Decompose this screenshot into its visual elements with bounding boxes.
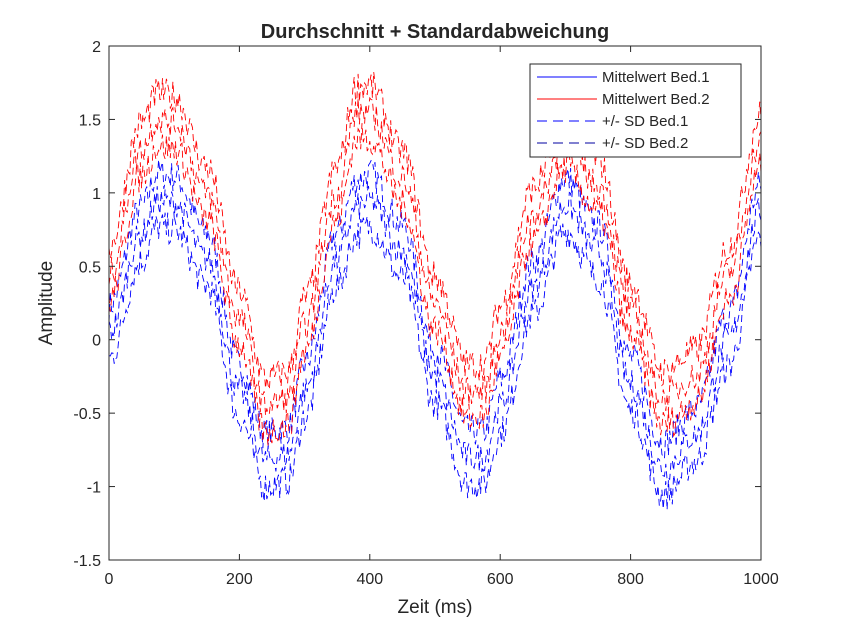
x-tick-label: 400 xyxy=(356,571,383,588)
x-tick-label: 1000 xyxy=(743,571,779,588)
legend-label-mittelwert-bed1: Mittelwert Bed.1 xyxy=(602,69,710,86)
y-tick-label: 0.5 xyxy=(79,259,101,276)
legend-box xyxy=(529,63,742,158)
ticks-layer: 0 200 400 600 800 1000 -1.5 -1 -0.5 0 0.5 1 1.5 2 xyxy=(73,39,778,588)
legend-label-mittelwert-bed2: Mittelwert Bed.2 xyxy=(602,91,710,108)
y-tick-label: 1.5 xyxy=(79,112,101,129)
x-axis-title: Zeit (ms) xyxy=(398,597,473,618)
y-tick-label: 0 xyxy=(92,333,101,350)
y-tick-label: -1 xyxy=(87,480,101,497)
x-tick-label: 600 xyxy=(487,571,514,588)
mittelwert-bed1-line xyxy=(109,185,761,481)
sd-bed1-lower-line xyxy=(109,212,761,510)
sd-bed1-upper-line xyxy=(109,159,761,460)
plot-frame xyxy=(108,45,762,561)
series-layer xyxy=(109,71,761,510)
chart-title: Durchschnitt + Standardabweichung xyxy=(261,21,609,43)
legend: Mittelwert Bed.1 Mittelwert Bed.2 +/- SD… xyxy=(529,63,742,158)
sd-bed2-lower-line xyxy=(109,123,761,446)
x-tick-label: 800 xyxy=(617,571,644,588)
y-axis-title: Amplitude xyxy=(36,261,57,346)
y-tick-label: 2 xyxy=(92,39,101,56)
mittelwert-bed2-line xyxy=(109,96,761,416)
legend-label-sd-bed2: +/- SD Bed.2 xyxy=(602,135,688,152)
x-tick-label: 200 xyxy=(226,571,253,588)
sd-bed2-upper-line xyxy=(109,71,761,390)
y-tick-label: -1.5 xyxy=(73,553,101,570)
legend-label-sd-bed1: +/- SD Bed.1 xyxy=(602,113,688,130)
x-tick-label: 0 xyxy=(105,571,114,588)
y-tick-label: -0.5 xyxy=(73,406,101,423)
y-tick-label: 1 xyxy=(92,186,101,203)
